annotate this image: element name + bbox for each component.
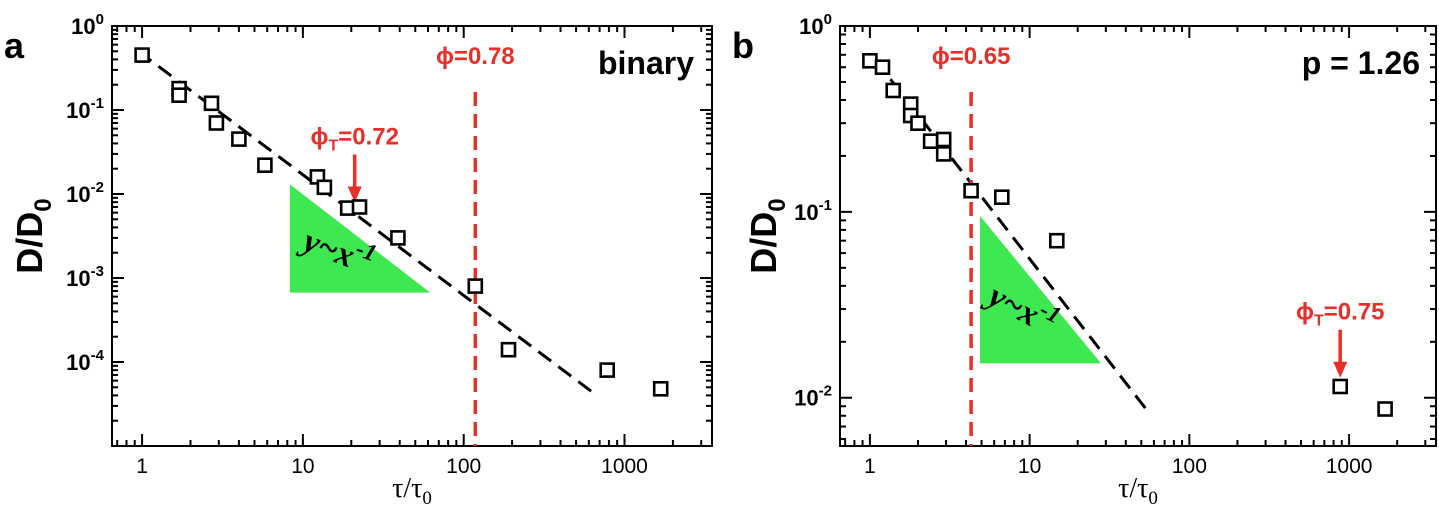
data-point bbox=[316, 179, 333, 196]
y-tick-label: 10-1 bbox=[794, 197, 832, 225]
panel-label: b bbox=[732, 25, 754, 66]
power-law-fit-line bbox=[137, 50, 595, 394]
plot-frame bbox=[839, 25, 1437, 447]
arrow-head-icon bbox=[1333, 361, 1348, 378]
y-tick-label: 10-1 bbox=[66, 95, 104, 123]
panel-tag: p = 1.26 bbox=[1302, 45, 1420, 81]
data-point bbox=[862, 52, 878, 69]
y-tick-label: 10-3 bbox=[66, 263, 104, 291]
data-point bbox=[390, 230, 406, 246]
data-point bbox=[935, 131, 952, 148]
x-tick-label: 1000 bbox=[601, 455, 648, 478]
y-tick-label: 10-2 bbox=[66, 179, 104, 207]
y-axis-label: D/D0 bbox=[9, 198, 57, 273]
y-tick-label: 10-4 bbox=[66, 347, 104, 375]
x-axis-label: τ/τ0 bbox=[1118, 473, 1158, 506]
plot-frame bbox=[111, 25, 713, 447]
transition-label: ϕ=0.78 bbox=[436, 43, 515, 70]
data-point bbox=[874, 59, 891, 76]
chart-panel-a: y~x-11 10 100 100010010-110-210-310-4τ/τ0D/… bbox=[4, 11, 713, 506]
data-point bbox=[208, 115, 225, 131]
arrow-annotation-label: ϕT=0.72 bbox=[310, 124, 399, 155]
x-tick-label: 100 bbox=[446, 455, 481, 478]
data-point bbox=[652, 380, 669, 397]
x-tick-label: 1 bbox=[864, 455, 876, 478]
y-tick-label: 100 bbox=[71, 11, 104, 39]
x-tick-label: 1000 bbox=[1326, 455, 1373, 478]
y-tick-label: 10-2 bbox=[794, 383, 832, 411]
x-tick-label: 10 bbox=[291, 455, 314, 478]
data-point bbox=[171, 87, 187, 103]
data-point bbox=[134, 47, 150, 63]
data-point bbox=[885, 82, 902, 99]
x-tick-label: 10 bbox=[1018, 455, 1041, 478]
x-tick-label: 100 bbox=[1172, 455, 1207, 478]
data-point bbox=[1332, 378, 1348, 395]
slope-triangle bbox=[980, 216, 1101, 364]
data-point bbox=[231, 131, 247, 147]
data-point bbox=[910, 115, 926, 131]
data-point bbox=[993, 189, 1010, 205]
data-point bbox=[963, 182, 979, 199]
panel-label: a bbox=[4, 25, 25, 66]
x-axis-label: τ/τ0 bbox=[392, 473, 432, 506]
panel-tag: binary bbox=[598, 45, 694, 81]
data-point bbox=[599, 362, 616, 378]
y-tick-label: 100 bbox=[799, 11, 832, 39]
slope-triangle bbox=[289, 184, 431, 293]
data-point bbox=[500, 341, 517, 358]
y-axis-label: D/D0 bbox=[743, 198, 791, 273]
data-point bbox=[203, 95, 220, 112]
data-point bbox=[351, 199, 368, 215]
arrow-head-icon bbox=[347, 186, 362, 203]
data-point bbox=[922, 133, 939, 149]
arrow-annotation-label: ϕT=0.75 bbox=[1296, 299, 1385, 330]
data-point bbox=[467, 278, 484, 294]
transition-label: ϕ=0.65 bbox=[932, 43, 1011, 70]
data-point bbox=[1377, 401, 1393, 417]
x-tick-label: 1 bbox=[136, 455, 148, 478]
data-point bbox=[257, 157, 273, 173]
data-point bbox=[1049, 232, 1065, 249]
data-point bbox=[935, 146, 952, 162]
